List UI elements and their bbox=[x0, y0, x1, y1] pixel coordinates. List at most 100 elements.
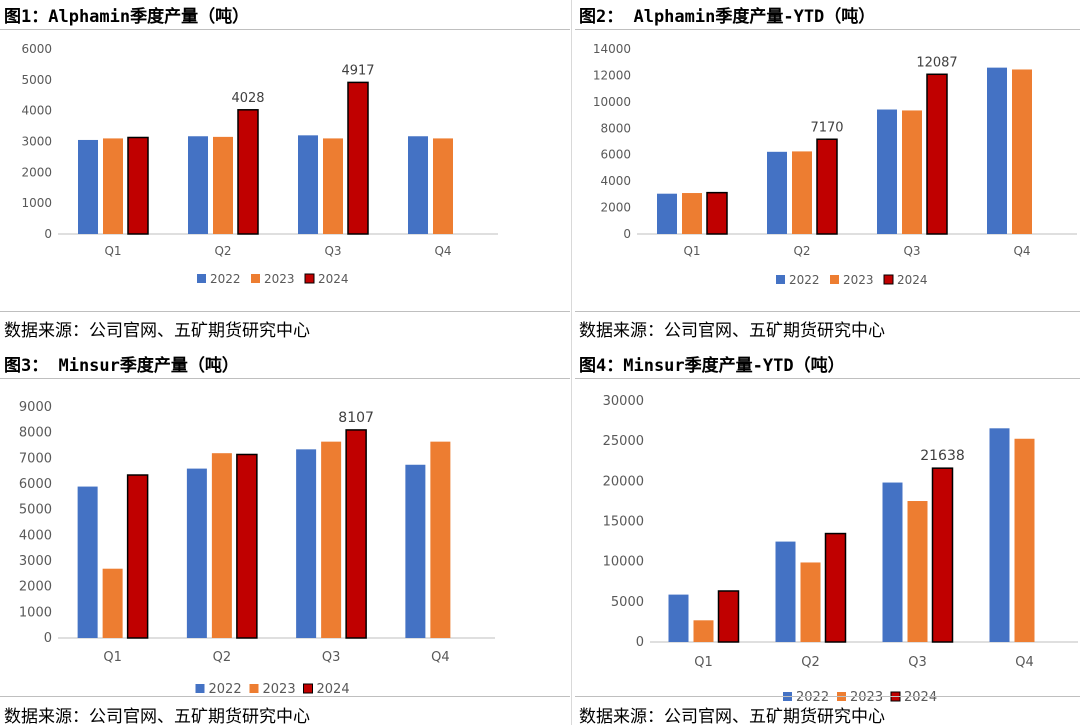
legend-swatch bbox=[197, 274, 206, 283]
bar bbox=[989, 428, 1010, 642]
y-tick-label: 4000 bbox=[19, 528, 52, 543]
y-tick-label: 10000 bbox=[593, 95, 631, 109]
bar bbox=[102, 568, 123, 638]
bar bbox=[931, 467, 954, 643]
legend-label: 2022 bbox=[789, 273, 820, 287]
y-tick-label: 5000 bbox=[21, 73, 52, 87]
legend-label: 2022 bbox=[796, 690, 829, 705]
bar bbox=[693, 620, 714, 642]
data-label: 7170 bbox=[810, 120, 843, 135]
x-tick-label: Q1 bbox=[683, 244, 700, 258]
y-tick-label: 0 bbox=[44, 227, 52, 241]
y-tick-label: 1000 bbox=[21, 196, 52, 210]
bar bbox=[824, 532, 847, 643]
y-tick-label: 5000 bbox=[19, 503, 52, 518]
x-tick-label: Q2 bbox=[801, 655, 820, 670]
bar bbox=[775, 541, 796, 642]
y-tick-label: 2000 bbox=[600, 201, 631, 215]
y-tick-label: 8000 bbox=[19, 426, 52, 441]
chart-title: 图2： Alphamin季度产量-YTD（吨） bbox=[579, 7, 876, 27]
chart-panel-1: 图1：Alphamin季度产量（吨） 0 1000 2000 3000 4000 5000… bbox=[0, 0, 570, 345]
x-tick-label: Q3 bbox=[908, 655, 927, 670]
y-tick-label: 10000 bbox=[603, 555, 644, 570]
source-note: 数据来源：公司官网、五矿期货研究中心 bbox=[4, 707, 310, 725]
bar bbox=[430, 441, 451, 638]
legend-label: 2023 bbox=[843, 273, 874, 287]
data-label: 4917 bbox=[341, 63, 374, 78]
bar bbox=[188, 136, 208, 234]
bar bbox=[1014, 438, 1035, 642]
data-label: 8107 bbox=[338, 410, 374, 426]
bar bbox=[926, 73, 948, 235]
data-label: 21638 bbox=[920, 448, 965, 464]
y-tick-label: 5000 bbox=[611, 595, 644, 610]
legend-swatch bbox=[304, 273, 315, 284]
bar bbox=[323, 138, 343, 234]
y-tick-label: 3000 bbox=[19, 554, 52, 569]
data-label: 4028 bbox=[231, 91, 264, 106]
y-tick-label: 0 bbox=[44, 631, 52, 646]
chart-title: 图1：Alphamin季度产量（吨） bbox=[4, 7, 250, 27]
bar bbox=[213, 136, 233, 234]
x-tick-label: Q4 bbox=[1013, 244, 1030, 258]
x-tick-label: Q4 bbox=[434, 244, 451, 258]
chart-panel-2: 图2： Alphamin季度产量-YTD（吨） 0 2000 4000 6000 800… bbox=[575, 0, 1080, 345]
bar-chart: 0 1000 2000 3000 4000 5000 6000 Q1 Q2 Q3 Q4 4028 491… bbox=[21, 42, 498, 286]
x-tick-label: Q2 bbox=[214, 244, 231, 258]
x-tick-label: Q3 bbox=[903, 244, 920, 258]
legend-swatch bbox=[776, 275, 785, 284]
chart-title: 图3： Minsur季度产量（吨） bbox=[4, 356, 239, 376]
y-tick-label: 4000 bbox=[600, 174, 631, 188]
source-note: 数据来源：公司官网、五矿期货研究中心 bbox=[579, 321, 885, 341]
legend-swatch bbox=[303, 683, 313, 694]
source-divider bbox=[0, 311, 570, 312]
y-tick-label: 8000 bbox=[600, 121, 631, 135]
legend-label: 2024 bbox=[897, 273, 928, 287]
bar bbox=[298, 135, 318, 234]
y-tick-label: 7000 bbox=[19, 451, 52, 466]
y-tick-label: 30000 bbox=[603, 394, 644, 409]
title-divider bbox=[0, 378, 570, 379]
bar bbox=[706, 191, 728, 235]
y-tick-label: 3000 bbox=[21, 135, 52, 149]
bar bbox=[668, 594, 689, 642]
bar bbox=[236, 453, 258, 639]
bar-chart: 0 2000 4000 6000 8000 10000 12000 14000 Q1 Q2 Q3 Q4… bbox=[593, 42, 1077, 287]
bar bbox=[907, 501, 928, 642]
bar bbox=[433, 138, 453, 234]
x-tick-label: Q4 bbox=[431, 650, 450, 665]
legend-label: 2024 bbox=[318, 272, 349, 286]
x-tick-label: Q1 bbox=[104, 244, 121, 258]
title-divider bbox=[0, 29, 570, 30]
source-divider bbox=[575, 311, 1080, 312]
x-tick-label: Q2 bbox=[213, 650, 232, 665]
bar bbox=[103, 138, 123, 234]
bar bbox=[296, 449, 317, 638]
x-tick-label: Q4 bbox=[1015, 655, 1034, 670]
y-tick-label: 2000 bbox=[21, 165, 52, 179]
x-tick-label: Q1 bbox=[694, 655, 713, 670]
bar bbox=[78, 139, 98, 234]
source-divider bbox=[575, 696, 1080, 697]
bar bbox=[800, 562, 821, 642]
bar bbox=[77, 486, 98, 638]
source-divider bbox=[0, 696, 570, 697]
y-tick-label: 1000 bbox=[19, 605, 52, 620]
bar bbox=[186, 468, 207, 638]
bar bbox=[717, 590, 740, 643]
bar bbox=[405, 464, 426, 638]
data-label: 12087 bbox=[916, 55, 957, 70]
bar bbox=[682, 193, 702, 234]
bar bbox=[237, 109, 259, 235]
legend-label: 2023 bbox=[264, 272, 295, 286]
x-tick-label: Q1 bbox=[103, 650, 122, 665]
y-tick-label: 6000 bbox=[19, 477, 52, 492]
bar bbox=[882, 482, 903, 642]
bar bbox=[1012, 69, 1032, 234]
bar bbox=[816, 138, 838, 235]
y-tick-label: 4000 bbox=[21, 104, 52, 118]
legend-swatch bbox=[195, 684, 205, 693]
title-divider bbox=[575, 378, 1080, 379]
bar bbox=[211, 453, 232, 638]
bar bbox=[127, 136, 149, 235]
